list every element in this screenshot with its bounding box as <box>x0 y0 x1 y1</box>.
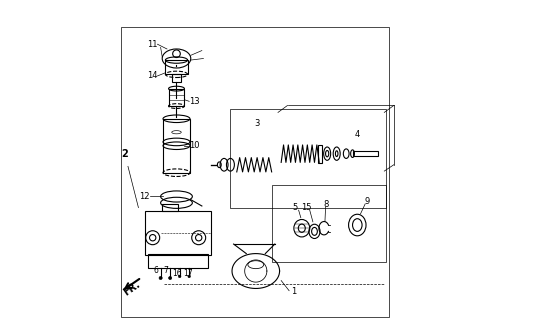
Text: 3: 3 <box>255 119 260 128</box>
Text: 9: 9 <box>364 197 369 206</box>
Text: 12: 12 <box>140 192 150 201</box>
Bar <box>162 204 178 211</box>
Text: 8: 8 <box>323 200 328 209</box>
Text: 11: 11 <box>147 40 158 49</box>
Bar <box>165 60 187 74</box>
Bar <box>148 253 208 268</box>
Circle shape <box>178 275 181 278</box>
Bar <box>121 27 389 317</box>
Text: FR.: FR. <box>121 279 142 298</box>
Bar <box>163 119 190 173</box>
Bar <box>230 109 386 208</box>
Bar <box>317 145 322 163</box>
Circle shape <box>159 276 162 280</box>
Text: 14: 14 <box>147 71 158 80</box>
Circle shape <box>168 276 172 280</box>
Bar <box>168 89 185 106</box>
Text: 10: 10 <box>188 141 199 150</box>
Text: 16: 16 <box>172 269 182 278</box>
Text: 1: 1 <box>291 287 296 296</box>
Bar <box>353 151 378 156</box>
Text: 6: 6 <box>153 266 158 275</box>
Text: 7: 7 <box>163 266 168 275</box>
Text: 2: 2 <box>121 149 127 159</box>
Text: 17: 17 <box>183 269 192 278</box>
Circle shape <box>188 275 191 278</box>
Bar <box>145 211 211 255</box>
Text: 13: 13 <box>188 97 199 106</box>
Text: 15: 15 <box>301 203 312 212</box>
Text: 5: 5 <box>293 203 298 212</box>
Text: 4: 4 <box>355 130 360 139</box>
Bar <box>172 74 181 82</box>
Bar <box>272 185 386 261</box>
